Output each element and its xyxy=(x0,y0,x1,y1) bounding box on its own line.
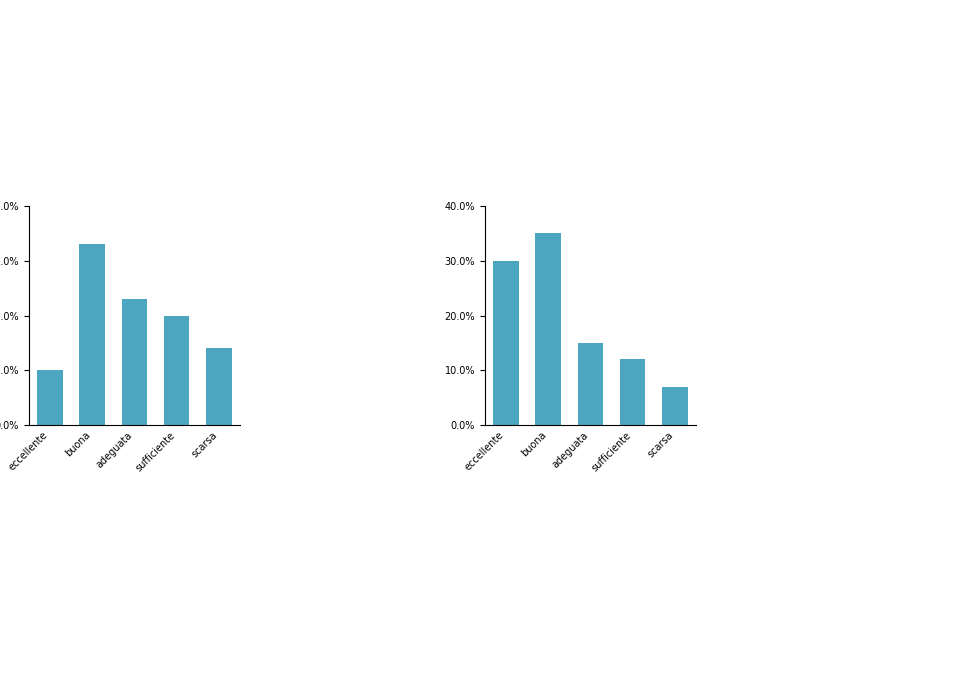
Bar xyxy=(37,370,62,425)
Bar xyxy=(662,387,687,425)
Bar xyxy=(164,316,189,425)
Bar xyxy=(206,348,231,425)
Bar xyxy=(578,343,603,425)
Bar xyxy=(536,233,561,425)
Bar xyxy=(122,299,147,425)
Bar xyxy=(80,244,105,425)
Bar xyxy=(493,261,518,425)
Bar xyxy=(620,359,645,425)
